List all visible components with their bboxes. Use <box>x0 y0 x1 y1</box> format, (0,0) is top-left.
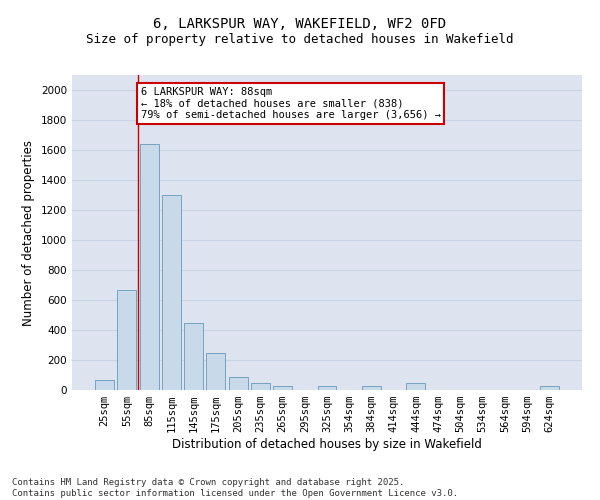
Bar <box>362 386 381 390</box>
Bar <box>162 195 181 390</box>
Text: 6 LARKSPUR WAY: 88sqm
← 18% of detached houses are smaller (838)
79% of semi-det: 6 LARKSPUR WAY: 88sqm ← 18% of detached … <box>140 87 440 120</box>
Bar <box>184 322 203 390</box>
Bar <box>317 386 337 390</box>
Bar <box>229 376 248 390</box>
Bar <box>140 144 158 390</box>
Bar <box>95 380 114 390</box>
Text: 6, LARKSPUR WAY, WAKEFIELD, WF2 0FD: 6, LARKSPUR WAY, WAKEFIELD, WF2 0FD <box>154 18 446 32</box>
Bar <box>206 352 225 390</box>
Bar <box>406 382 425 390</box>
Y-axis label: Number of detached properties: Number of detached properties <box>22 140 35 326</box>
Bar <box>540 386 559 390</box>
Bar <box>251 382 270 390</box>
Bar <box>118 290 136 390</box>
Text: Contains HM Land Registry data © Crown copyright and database right 2025.
Contai: Contains HM Land Registry data © Crown c… <box>12 478 458 498</box>
Bar <box>273 386 292 390</box>
X-axis label: Distribution of detached houses by size in Wakefield: Distribution of detached houses by size … <box>172 438 482 451</box>
Text: Size of property relative to detached houses in Wakefield: Size of property relative to detached ho… <box>86 32 514 46</box>
